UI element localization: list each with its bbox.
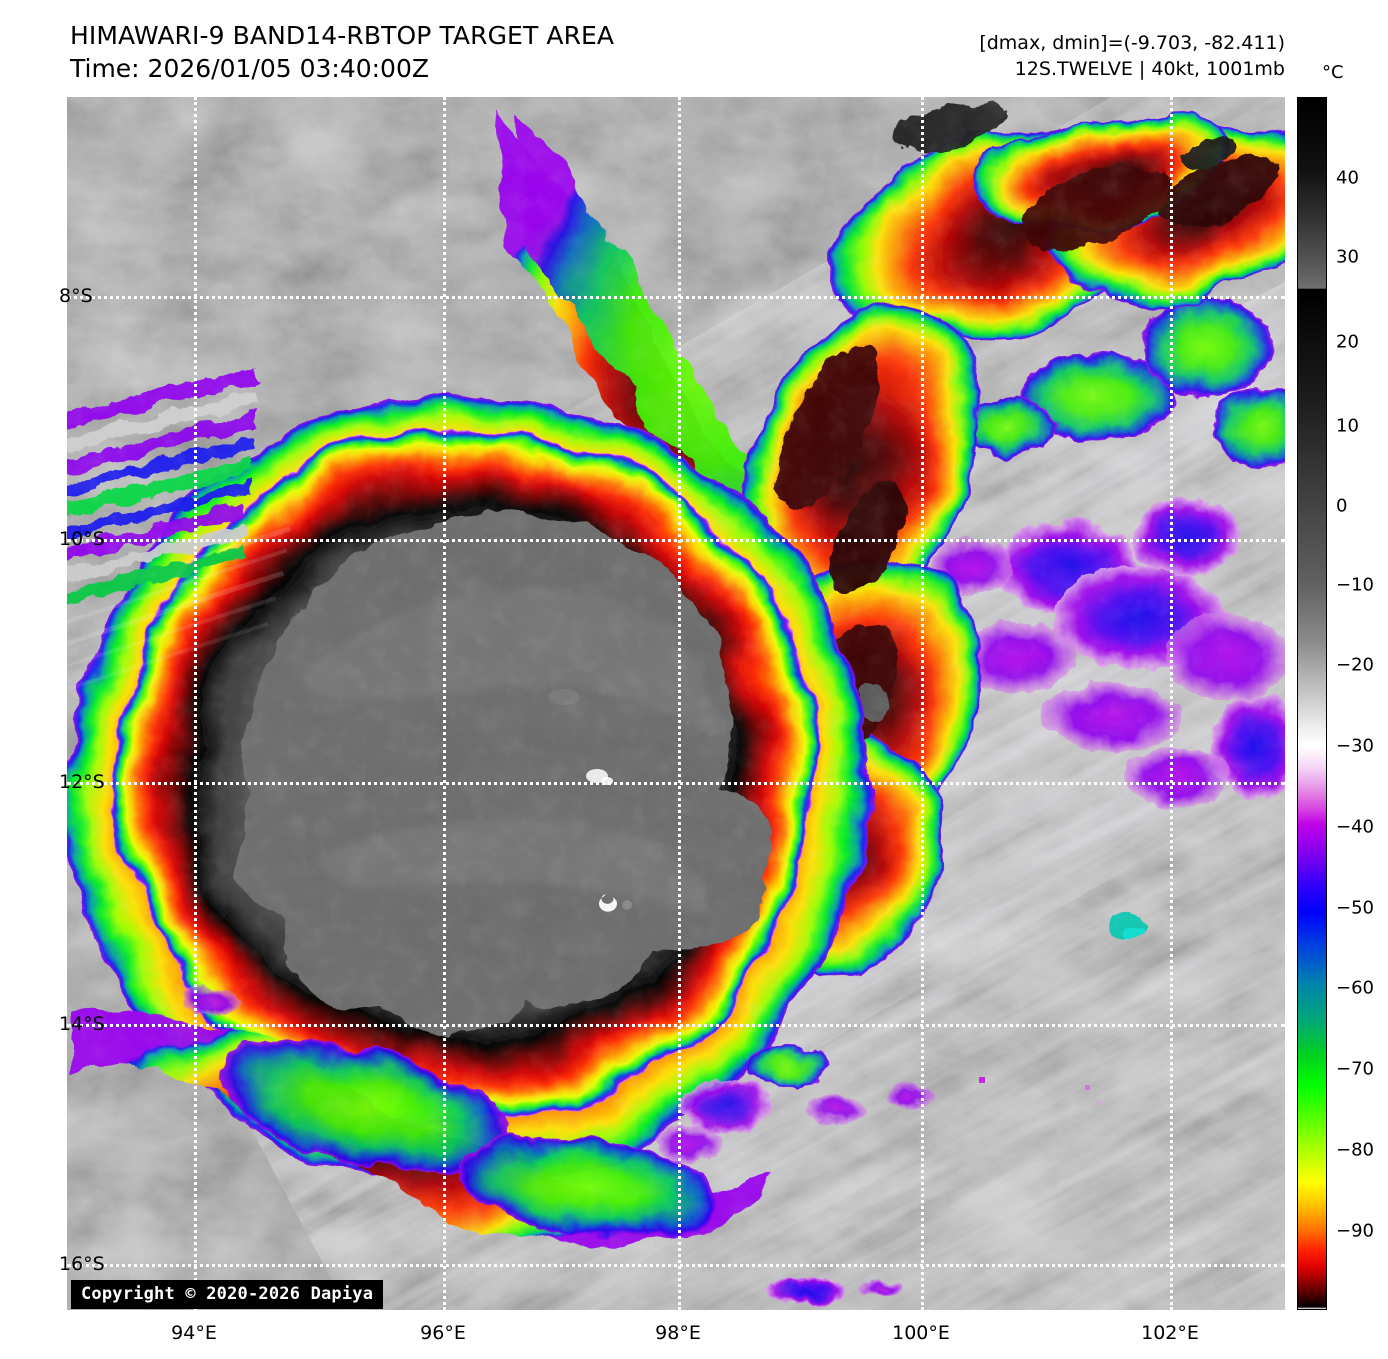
cb-tick-m20: −20 — [1336, 654, 1374, 676]
cb-tick-m10: −10 — [1336, 574, 1374, 596]
x-tick-94E: 94°E — [171, 1322, 217, 1344]
cb-tick-20: 20 — [1336, 331, 1359, 353]
x-tick-96E: 96°E — [420, 1322, 466, 1344]
colorbar-unit-label: °C — [1322, 62, 1344, 83]
cb-tick-m70: −70 — [1336, 1058, 1374, 1080]
cb-tick-m30: −30 — [1336, 735, 1374, 757]
cb-tick-m40: −40 — [1336, 816, 1374, 838]
map-canvas — [67, 97, 1285, 1310]
timestamp-label: Time: 2026/01/05 03:40:00Z — [70, 54, 429, 83]
cb-tick-0: 0 — [1336, 495, 1348, 517]
satellite-map[interactable] — [67, 97, 1285, 1310]
x-tick-100E: 100°E — [892, 1322, 950, 1344]
x-tick-98E: 98°E — [655, 1322, 701, 1344]
cb-tick-m90: −90 — [1336, 1220, 1374, 1242]
x-tick-102E: 102°E — [1141, 1322, 1199, 1344]
copyright-badge: Copyright © 2020-2026 Dapiya — [71, 1280, 384, 1309]
metadata-block: [dmax, dmin]=(-9.703, -82.411) 12S.TWELV… — [979, 30, 1285, 82]
cb-tick-m60: −60 — [1336, 977, 1374, 999]
temperature-colorbar[interactable] — [1297, 97, 1327, 1310]
colorbar-gradient — [1298, 98, 1326, 1309]
page-title: HIMAWARI-9 BAND14-RBTOP TARGET AREA — [70, 21, 615, 50]
dmax-dmin-label: [dmax, dmin]=(-9.703, -82.411) — [979, 32, 1285, 54]
cb-tick-10: 10 — [1336, 415, 1359, 437]
cb-tick-m80: −80 — [1336, 1139, 1374, 1161]
storm-info-label: 12S.TWELVE | 40kt, 1001mb — [1014, 58, 1285, 81]
cb-tick-30: 30 — [1336, 246, 1359, 268]
cb-tick-m50: −50 — [1336, 897, 1374, 919]
cb-tick-40: 40 — [1336, 167, 1359, 189]
